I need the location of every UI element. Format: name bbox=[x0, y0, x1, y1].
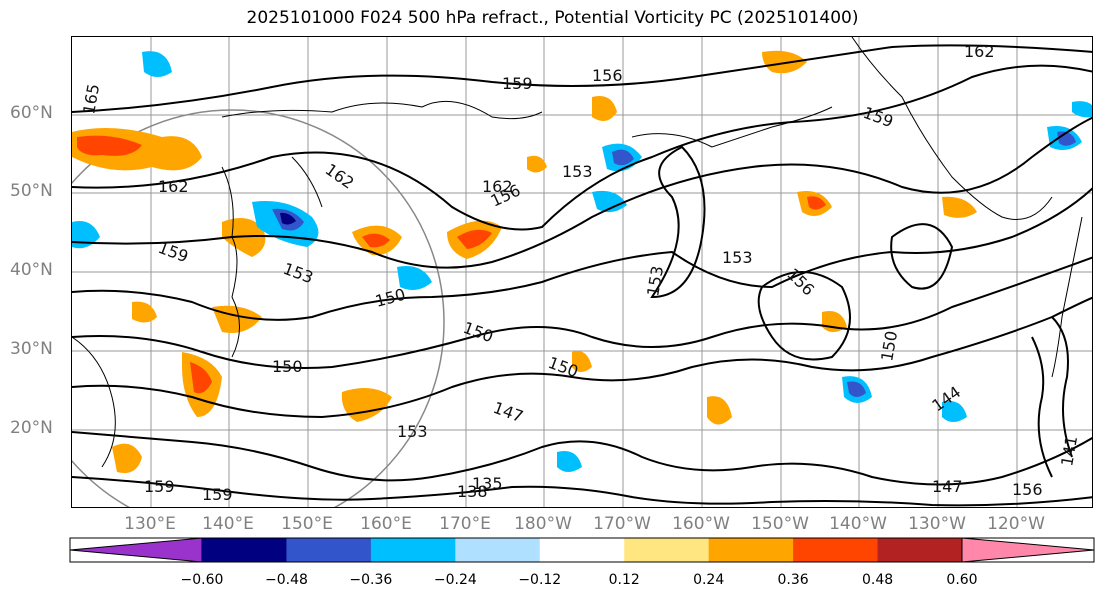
lon-label-170e: 170°E bbox=[439, 514, 491, 534]
lon-label-130w: 130°W bbox=[908, 514, 966, 534]
map-canvas: 165 162 162 162 162 159 159 159 159 159 … bbox=[72, 37, 1092, 507]
lon-label-140e: 140°E bbox=[202, 514, 254, 534]
lon-label-160w: 160°W bbox=[672, 514, 730, 534]
colorbar-segment bbox=[793, 538, 879, 562]
colorbar-segment bbox=[877, 538, 963, 562]
lat-label-50n: 50°N bbox=[10, 181, 53, 201]
contour-label: 153 bbox=[643, 264, 667, 297]
contour-label: 153 bbox=[562, 162, 593, 181]
colorbar-extend-low bbox=[69, 537, 203, 563]
contour-label: 162 bbox=[964, 42, 995, 61]
lat-label-60n: 60°N bbox=[10, 103, 53, 123]
lon-label-140w: 140°W bbox=[829, 514, 887, 534]
colorbar-tick-label: 0.24 bbox=[693, 572, 725, 588]
colorbar-tick-label: 0.12 bbox=[608, 572, 640, 588]
contour-label: 153 bbox=[281, 259, 316, 287]
lon-label-180w: 180°W bbox=[514, 514, 572, 534]
colorbar-segment bbox=[708, 538, 794, 562]
contour-labels: 165 162 162 162 162 159 159 159 159 159 … bbox=[79, 42, 1081, 504]
colorbar-segment bbox=[539, 538, 625, 562]
colorbar-tick-label: −0.12 bbox=[518, 572, 562, 588]
colorbar-tick-label: −0.48 bbox=[264, 572, 308, 588]
contour-label: 162 bbox=[158, 177, 189, 196]
contour-label: 147 bbox=[491, 398, 526, 426]
contour-label: 153 bbox=[722, 248, 753, 267]
range-circle bbox=[72, 109, 445, 507]
height-contours bbox=[72, 44, 1092, 507]
contour-label: 150 bbox=[877, 329, 901, 362]
colorbar-segment bbox=[202, 538, 287, 562]
contour-label: 159 bbox=[202, 485, 233, 504]
colorbar-extend-high bbox=[961, 537, 1095, 563]
colorbar-graphic bbox=[69, 537, 1095, 563]
contour-label: 156 bbox=[592, 66, 623, 85]
lat-label-20n: 20°N bbox=[10, 418, 53, 438]
colorbar-tick-label: 0.48 bbox=[861, 572, 894, 588]
colorbar-segment bbox=[370, 538, 456, 562]
contour-label: 147 bbox=[932, 477, 963, 496]
colorbar-tick-label: −0.36 bbox=[349, 572, 393, 588]
colorbar-tick-label: −0.60 bbox=[180, 572, 224, 588]
contour-label: 150 bbox=[373, 285, 407, 311]
map-title: 2025101000 F024 500 hPa refract., Potent… bbox=[246, 8, 859, 28]
lat-label-40n: 40°N bbox=[10, 260, 53, 280]
colorbar-tick-label: 0.60 bbox=[946, 572, 978, 588]
contour-label: 162 bbox=[322, 160, 358, 193]
lon-label-150w: 150°W bbox=[751, 514, 809, 534]
colorbar-segment bbox=[455, 538, 541, 562]
lon-label-150e: 150°E bbox=[281, 514, 333, 534]
contour-label: 138 bbox=[457, 482, 488, 501]
contour-label: 153 bbox=[397, 422, 428, 441]
pv-negative-patches bbox=[72, 51, 1092, 472]
lat-label-30n: 30°N bbox=[10, 339, 53, 359]
lon-label-130e: 130°E bbox=[124, 514, 176, 534]
lon-label-160e: 160°E bbox=[360, 514, 412, 534]
map-panel: 165 162 162 162 162 159 159 159 159 159 … bbox=[71, 36, 1093, 508]
colorbar-segment bbox=[624, 538, 710, 562]
colorbar-segment bbox=[286, 538, 372, 562]
lon-label-120w: 120°W bbox=[987, 514, 1045, 534]
contour-label: 135 bbox=[472, 474, 503, 493]
contour-label: 141 bbox=[1057, 434, 1081, 467]
contour-label: 159 bbox=[502, 74, 533, 93]
colorbar-tick-label: 0.36 bbox=[777, 572, 809, 588]
graticule bbox=[72, 37, 1092, 507]
contour-label: 162 bbox=[482, 177, 513, 196]
contour-label: 159 bbox=[144, 477, 175, 496]
lon-label-170w: 170°W bbox=[593, 514, 651, 534]
contour-label: 156 bbox=[1012, 480, 1043, 499]
contour-label: 150 bbox=[272, 357, 303, 376]
pv-positive-patches bbox=[72, 50, 977, 473]
colorbar bbox=[62, 536, 1102, 570]
colorbar-tick-label: −0.24 bbox=[433, 572, 477, 588]
